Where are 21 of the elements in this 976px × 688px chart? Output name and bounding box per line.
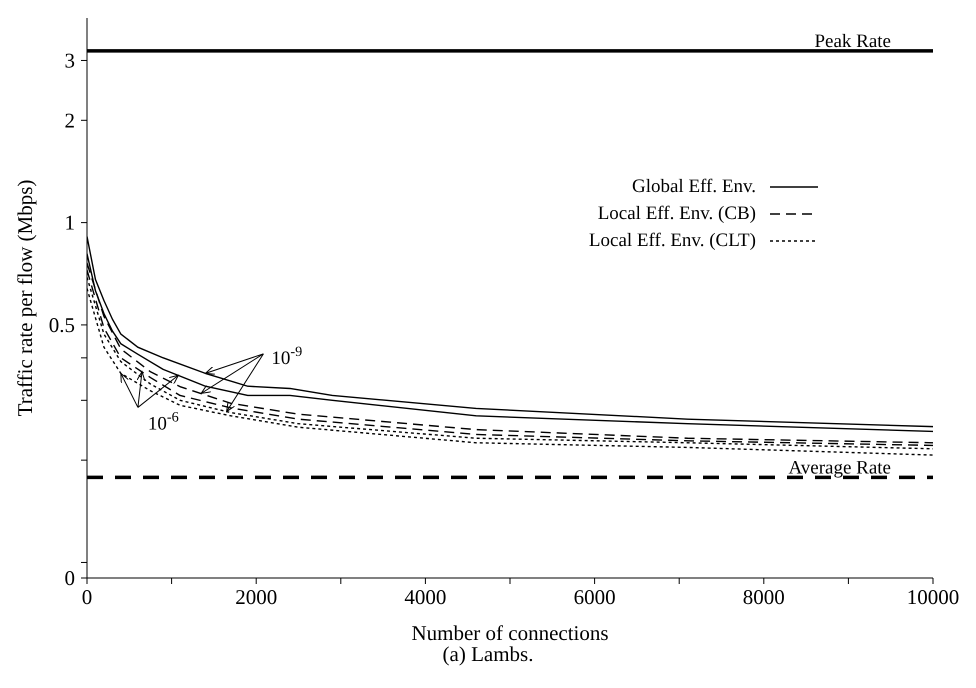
y-tick-label: 0 — [64, 566, 75, 590]
ref-line-label: Peak Rate — [814, 30, 891, 52]
y-tick-label: 3 — [64, 48, 75, 72]
x-tick-label: 10000 — [906, 585, 960, 609]
y-tick-label: 2 — [64, 108, 75, 132]
y-tick-label: 0.5 — [48, 312, 75, 337]
legend-label: Local Eff. Env. (CB) — [598, 202, 756, 226]
x-tick-label: 2000 — [235, 585, 278, 609]
y-axis-title: Traffic rate per flow (Mbps) — [13, 180, 37, 416]
y-tick-label: 1 — [64, 210, 75, 235]
text: (a) Lambs. — [442, 642, 534, 667]
x-tick-label: 0 — [82, 585, 92, 609]
ref-line-label: Average Rate — [788, 457, 891, 478]
x-tick-label: 6000 — [574, 585, 616, 609]
annotation: 10$^{-6}$ — [148, 409, 179, 434]
legend-label: Global Eff. Env. — [632, 175, 756, 199]
x-tick-label: 8000 — [742, 585, 785, 609]
x-tick-label: 4000 — [404, 585, 446, 609]
annotation: 10$^{-9}$ — [271, 344, 302, 369]
legend-label: Local Eff. Env. (CLT) — [588, 229, 756, 253]
x-axis-title: Number of connections — [411, 621, 609, 645]
